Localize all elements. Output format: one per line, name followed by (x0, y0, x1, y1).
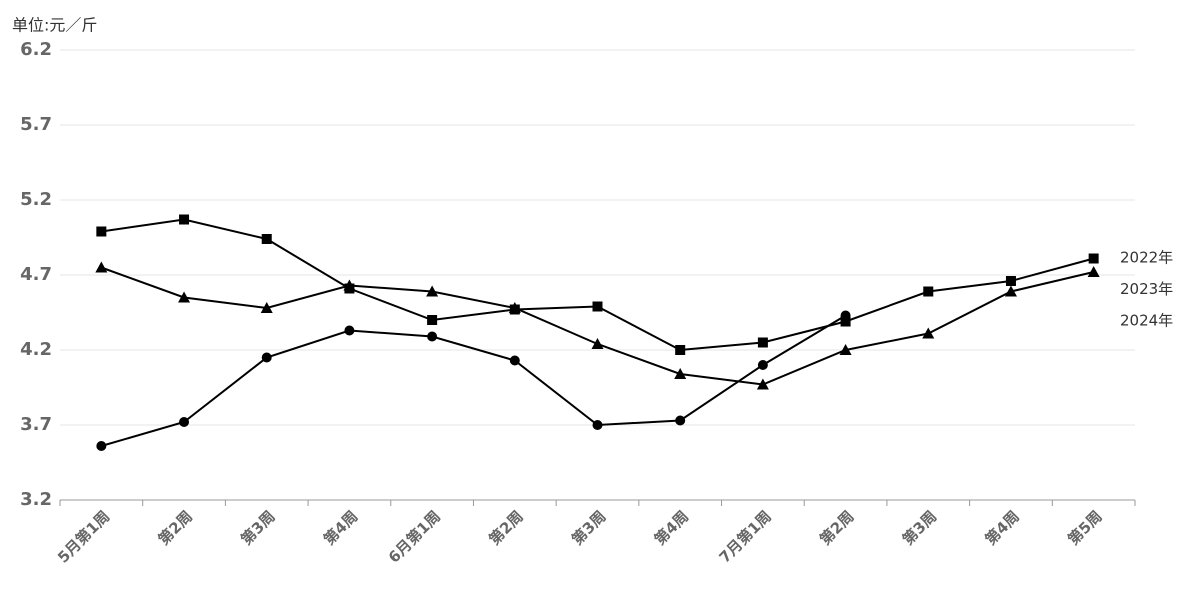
marker (757, 360, 768, 370)
marker (261, 352, 272, 363)
marker (260, 302, 273, 313)
marker (427, 331, 438, 342)
marker (179, 214, 190, 225)
x-tick-label: 第4周 (651, 507, 692, 548)
x-tick-label: 第2周 (155, 507, 196, 548)
x-tick-label: 第4周 (320, 507, 361, 548)
marker (95, 261, 108, 273)
marker (1088, 253, 1099, 264)
legend-label: 2023年 (1120, 280, 1173, 298)
marker (509, 355, 520, 366)
x-tick-label: 第3周 (568, 507, 609, 548)
marker (427, 315, 438, 325)
series-line (101, 266, 1094, 386)
legend-label: 2024年 (1120, 312, 1173, 330)
marker (1004, 285, 1017, 297)
y-tick-label: 4.7 (20, 264, 52, 285)
marker (923, 286, 934, 297)
marker (96, 441, 107, 451)
x-tick-label: 6月第1周 (385, 507, 444, 566)
marker (592, 420, 603, 430)
marker (178, 291, 191, 303)
marker (675, 345, 686, 355)
marker (840, 316, 851, 327)
x-tick-label: 第3周 (237, 507, 278, 548)
marker (426, 285, 439, 297)
y-tick-label: 6.2 (20, 39, 52, 60)
marker (592, 301, 603, 312)
marker (756, 378, 769, 390)
marker (591, 338, 604, 349)
legend-label: 2022年 (1120, 249, 1173, 267)
x-tick-label: 5月第1周 (54, 507, 113, 566)
marker (840, 310, 851, 321)
marker (839, 344, 852, 355)
series-line (101, 218, 1094, 352)
x-tick-label: 第5周 (1064, 507, 1105, 548)
marker (922, 327, 935, 339)
y-tick-label: 3.2 (20, 489, 52, 510)
x-tick-label: 第3周 (899, 507, 940, 548)
y-axis-label: 单位:元／斤 (12, 16, 97, 35)
marker (344, 325, 355, 336)
x-tick-label: 7月第1周 (716, 507, 775, 566)
series-line (101, 314, 847, 447)
x-tick-label: 第4周 (982, 507, 1023, 548)
x-tick-label: 第2周 (816, 507, 857, 548)
marker (674, 368, 687, 379)
marker (675, 415, 686, 426)
marker (96, 226, 107, 237)
marker (261, 234, 272, 244)
y-tick-label: 4.2 (20, 339, 52, 360)
marker (343, 279, 356, 291)
marker (179, 417, 190, 427)
marker (757, 337, 768, 348)
y-tick-label: 5.7 (20, 114, 52, 135)
marker (508, 302, 521, 313)
marker (1087, 266, 1100, 277)
y-tick-label: 3.7 (20, 414, 52, 435)
y-tick-label: 5.2 (20, 189, 52, 210)
x-tick-label: 第2周 (485, 507, 526, 548)
marker (1005, 276, 1016, 286)
